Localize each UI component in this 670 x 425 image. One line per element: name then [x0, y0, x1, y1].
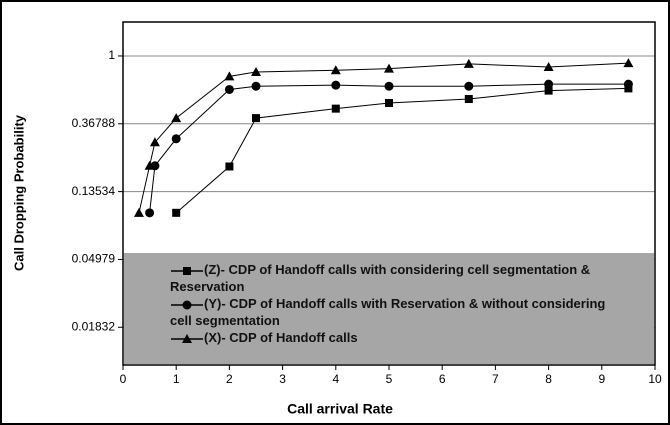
x-tick-label: 5: [386, 372, 393, 386]
marker: [330, 65, 341, 75]
y-tick-label: 0.36788: [72, 116, 116, 130]
marker: [463, 58, 474, 68]
marker: [331, 80, 341, 90]
y-tick-label: 0.04979: [72, 252, 116, 266]
marker: [144, 160, 155, 170]
marker: [182, 333, 192, 343]
x-tick-label: 3: [279, 372, 286, 386]
marker: [252, 114, 260, 123]
legend: (Z)- CDP of Handoff calls with consideri…: [124, 253, 654, 364]
marker: [543, 61, 554, 71]
marker: [544, 86, 553, 95]
x-tick-label: 2: [226, 372, 233, 386]
legend-entry: (Y)- CDP of Handoff calls with Reservati…: [170, 295, 610, 329]
y-tick-label: 1: [108, 48, 115, 62]
plot-frame: [122, 21, 656, 366]
series-line: [149, 83, 629, 213]
y-axis-label: Call Dropping Probability: [11, 114, 26, 271]
marker: [172, 208, 181, 217]
y-tick-label: 0.01832: [72, 319, 116, 333]
marker: [623, 79, 633, 89]
marker: [224, 71, 235, 81]
x-tick-label: 8: [545, 372, 552, 386]
x-axis-label: Call arrival Rate: [287, 401, 393, 417]
x-tick-label: 6: [439, 372, 446, 386]
marker: [133, 207, 144, 217]
marker: [384, 81, 394, 91]
marker: [385, 98, 393, 107]
marker: [149, 137, 160, 147]
marker: [331, 104, 340, 113]
x-tick-label: 7: [492, 372, 499, 386]
y-tick-label: 0.13534: [72, 184, 116, 198]
legend-sample: [171, 333, 203, 343]
marker: [183, 266, 191, 275]
marker: [384, 63, 394, 73]
series-line: [138, 62, 629, 213]
legend-entry: (Z)- CDP of Handoff calls with consideri…: [170, 261, 610, 295]
x-tick-label: 1: [173, 372, 180, 386]
legend-label: (X)- CDP of Handoff calls: [204, 330, 358, 345]
marker: [544, 79, 554, 89]
x-tick-label: 10: [648, 372, 662, 386]
marker: [623, 58, 634, 68]
x-tick-label: 4: [332, 372, 339, 386]
legend-sample: [171, 300, 203, 310]
marker: [224, 84, 234, 94]
series-line: [175, 87, 629, 214]
marker: [171, 134, 181, 144]
marker: [464, 95, 473, 104]
legend-label: (Z)- CDP of Handoff calls with consideri…: [170, 262, 591, 294]
legend-sample: [171, 266, 203, 275]
legend-entry: (X)- CDP of Handoff calls: [170, 329, 610, 346]
x-tick-label: 9: [598, 372, 605, 386]
marker: [251, 66, 261, 76]
legend-label: (Y)- CDP of Handoff calls with Reservati…: [170, 296, 606, 328]
marker: [225, 162, 234, 171]
marker: [182, 300, 192, 310]
x-tick-label: 0: [120, 372, 127, 386]
marker: [251, 81, 261, 91]
marker: [464, 81, 474, 91]
marker: [145, 208, 155, 218]
marker: [171, 113, 182, 123]
